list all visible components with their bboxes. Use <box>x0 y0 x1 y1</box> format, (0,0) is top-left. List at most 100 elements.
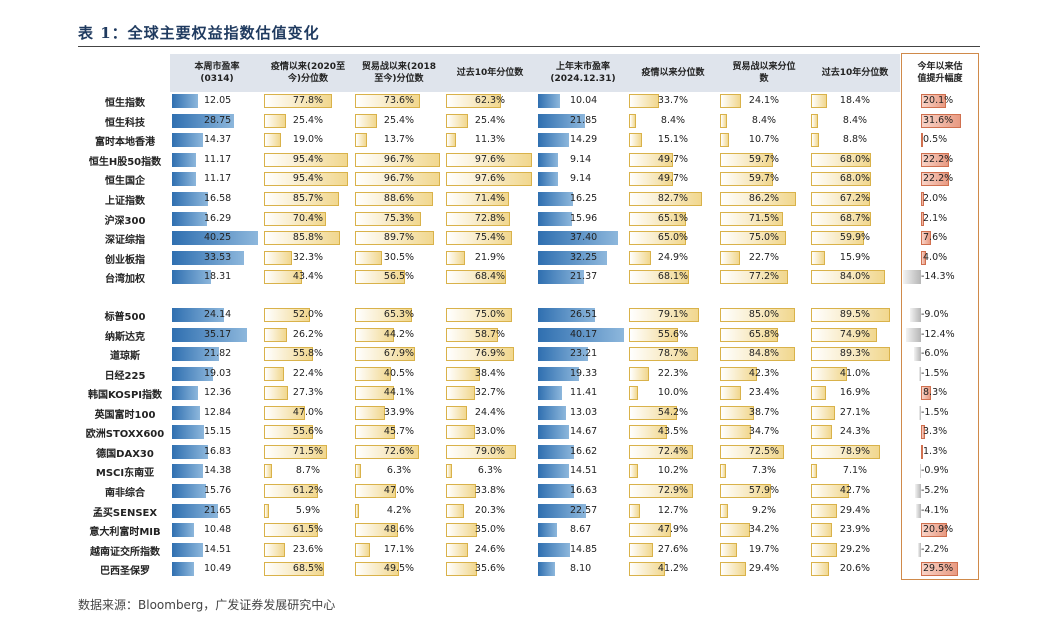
data-bar <box>629 211 687 226</box>
cell-value: 33.7% <box>657 95 689 106</box>
cell-value: 19.7% <box>748 543 780 555</box>
data-bar <box>355 211 422 226</box>
data-bar <box>720 366 758 381</box>
cell-value: 22.57 <box>570 504 598 516</box>
cell-value: 20.9% <box>923 524 954 536</box>
table-cell: 14.51 <box>538 464 628 479</box>
data-bar <box>538 211 573 226</box>
row-label: 恒生科技 <box>105 117 145 129</box>
data-bar <box>355 523 398 538</box>
cell-value: 18.31 <box>204 271 232 283</box>
cell-value: 85.8% <box>292 232 324 244</box>
cell-value: 4.0% <box>923 251 948 263</box>
data-bar <box>264 444 327 459</box>
data-bar <box>720 444 784 459</box>
table-cell: 15.15 <box>172 425 262 440</box>
cell-value: 35.6% <box>474 563 506 575</box>
table-cell: 24.3% <box>811 425 899 440</box>
cell-value: 31.6% <box>923 114 954 126</box>
cell-value: -12.4% <box>921 328 955 340</box>
data-bar <box>905 327 921 342</box>
table-cell: 40.5% <box>355 366 443 381</box>
table-cell: 6.3% <box>355 464 443 479</box>
data-bar <box>172 347 219 362</box>
table-cell: 11.17 <box>172 172 262 187</box>
data-bar <box>538 308 595 322</box>
table-cell: 10.48 <box>172 523 262 538</box>
data-bar <box>811 192 871 206</box>
data-bar <box>538 192 573 206</box>
cell-value: 14.29 <box>570 134 598 146</box>
data-bar <box>921 444 923 459</box>
table-cell: 68.1% <box>629 270 717 285</box>
row-label: 深证综指 <box>105 235 145 247</box>
table-cell: 33.9% <box>355 405 443 420</box>
cell-value: 72.5% <box>748 445 780 457</box>
cell-value: 40.25 <box>204 232 232 244</box>
table-cell: 8.7% <box>264 464 352 479</box>
data-bar <box>264 327 288 342</box>
table-cell: 15.9% <box>811 250 899 265</box>
table-cell: 49.7% <box>629 152 717 167</box>
data-bar <box>172 444 209 459</box>
cell-value: 35.0% <box>474 524 506 536</box>
data-bar <box>355 347 415 362</box>
table-cell: 38.4% <box>446 366 534 381</box>
cell-value: 24.3% <box>839 426 871 438</box>
data-bar <box>538 152 558 167</box>
row-label: 沪深300 <box>104 215 146 227</box>
table-cell: 22.57 <box>538 503 628 518</box>
table-cell: 5.9% <box>264 503 352 518</box>
cell-value: 38.4% <box>474 367 506 379</box>
table-cell: 32.7% <box>446 386 534 401</box>
row-label: 南非综合 <box>105 487 145 499</box>
data-bar <box>919 366 921 381</box>
data-bar <box>921 562 958 577</box>
data-bar <box>921 386 932 401</box>
data-bar <box>172 483 206 498</box>
table-cell: 25.4% <box>355 113 443 128</box>
data-bar <box>629 425 668 440</box>
data-bar <box>720 192 796 206</box>
cell-value: 33.53 <box>204 251 232 263</box>
data-bar <box>446 308 512 322</box>
data-bar <box>811 308 890 322</box>
table-cell: 8.3% <box>903 386 977 401</box>
cell-value: 40.5% <box>383 367 415 379</box>
table-cell: 29.5% <box>903 562 977 577</box>
cell-value: 37.40 <box>570 232 598 244</box>
row-label: MSCI东南亚 <box>95 468 155 480</box>
cell-value: 68.1% <box>657 271 689 283</box>
table-cell: 32.3% <box>264 250 352 265</box>
data-bar <box>720 483 771 498</box>
row-label: 越南证交所指数 <box>90 546 160 558</box>
cell-value: 25.4% <box>292 114 324 126</box>
table-cell: 49.7% <box>629 172 717 187</box>
cell-value: 19.03 <box>204 367 232 379</box>
column-header: 疫情以来分位数 <box>641 68 705 78</box>
cell-value: 49.5% <box>383 563 415 575</box>
cell-value: 47.0% <box>383 484 415 496</box>
cell-value: 49.7% <box>657 173 689 185</box>
data-bar <box>446 192 509 206</box>
table-cell: 27.3% <box>264 386 352 401</box>
row-label: 创业板指 <box>105 254 145 266</box>
data-bar <box>811 503 837 518</box>
cell-value: 42.3% <box>748 367 780 379</box>
column-header: 本周市盈率 (0314) <box>194 62 240 84</box>
table-cell: 38.7% <box>720 405 808 420</box>
data-bar <box>811 483 849 498</box>
table-cell: 71.5% <box>264 444 352 459</box>
cell-value: 78.9% <box>839 445 871 457</box>
cell-value: 33.9% <box>383 406 415 418</box>
cell-value: 85.7% <box>292 193 324 204</box>
data-bar <box>921 192 924 206</box>
cell-value: 95.4% <box>292 173 324 185</box>
cell-value: 65.0% <box>657 232 689 244</box>
table-cell: 28.75 <box>172 113 262 128</box>
data-bar <box>811 133 819 148</box>
data-bar <box>629 270 689 285</box>
data-bar <box>446 250 466 265</box>
data-bar <box>446 211 511 226</box>
cell-value: 44.1% <box>383 387 415 399</box>
